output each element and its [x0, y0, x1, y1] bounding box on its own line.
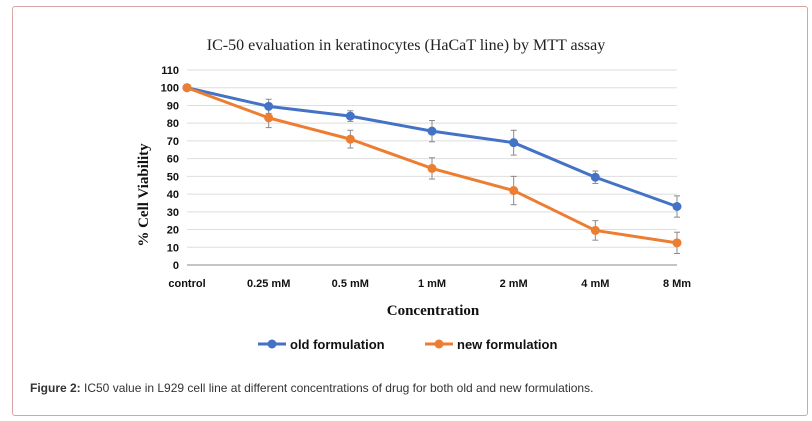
- y-tick-label: 60: [167, 154, 179, 166]
- series-points: [182, 83, 682, 248]
- data-point-old-formulation: [427, 126, 437, 136]
- legend-marker-new-formulation: [434, 339, 444, 349]
- y-axis-title: % Cell Viability: [136, 143, 152, 247]
- y-tick-labels: 0 10 20 30 40 50 60 70 80 90 100 110: [161, 65, 179, 272]
- x-tick-label: 0.5 mM: [332, 278, 369, 290]
- data-point-old-formulation: [590, 172, 600, 182]
- y-tick-label: 70: [167, 136, 179, 148]
- data-point-old-formulation: [509, 138, 519, 148]
- data-point-new-formulation: [427, 163, 437, 173]
- x-tick-label: 2 mM: [500, 278, 528, 290]
- figure-frame: [12, 6, 808, 416]
- caption-label: Figure 2:: [30, 381, 81, 395]
- data-point-old-formulation: [345, 111, 355, 121]
- y-tick-label: 10: [167, 242, 179, 254]
- x-tick-label: control: [168, 278, 205, 290]
- data-point-new-formulation: [345, 134, 355, 144]
- y-tick-label: 100: [161, 83, 179, 95]
- x-tick-label: 1 mM: [418, 278, 446, 290]
- y-tick-label: 30: [167, 207, 179, 219]
- data-point-old-formulation: [264, 101, 274, 111]
- x-tick-label: 8 Mm: [663, 278, 691, 290]
- y-tick-label: 40: [167, 189, 179, 201]
- figure-caption: Figure 2: IC50 value in L929 cell line a…: [30, 381, 593, 395]
- data-point-new-formulation: [590, 225, 600, 235]
- legend-label-new-formulation: new formulation: [457, 337, 557, 352]
- x-tick-label: 0.25 mM: [247, 278, 290, 290]
- x-axis-title: Concentration: [387, 303, 480, 319]
- x-tick-label: 4 mM: [581, 278, 609, 290]
- data-point-old-formulation: [672, 202, 682, 211]
- data-point-new-formulation: [672, 238, 682, 248]
- y-tick-label: 50: [167, 171, 179, 183]
- legend-marker-old-formulation: [267, 339, 277, 349]
- y-tick-label: 90: [167, 100, 179, 112]
- data-point-new-formulation: [264, 113, 274, 123]
- y-tick-label: 80: [167, 118, 179, 130]
- x-tick-labels: control 0.25 mM 0.5 mM 1 mM 2 mM 4 mM 8 Mm: [168, 278, 691, 290]
- legend: old formulation new formulation: [258, 337, 557, 352]
- y-tick-label: 20: [167, 225, 179, 237]
- chart-title: IC-50 evaluation in keratinocytes (HaCaT…: [206, 37, 606, 54]
- y-tick-label: 110: [161, 65, 179, 77]
- data-point-new-formulation: [509, 186, 519, 196]
- y-tick-label: 0: [173, 260, 179, 272]
- caption-text: IC50 value in L929 cell line at differen…: [80, 381, 594, 395]
- legend-label-old-formulation: old formulation: [290, 337, 385, 352]
- data-point-new-formulation: [182, 83, 192, 93]
